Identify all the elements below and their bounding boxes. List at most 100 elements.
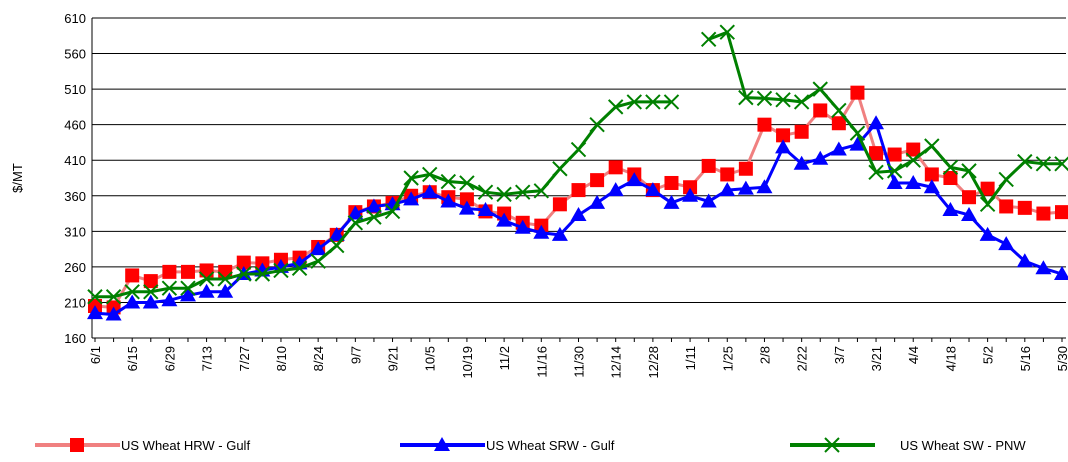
data-point xyxy=(923,179,940,194)
data-point xyxy=(775,139,792,154)
data-point xyxy=(217,283,234,298)
x-tick-label: 5/2 xyxy=(981,346,996,364)
data-point xyxy=(1054,266,1068,280)
y-axis-title: $/MT xyxy=(10,163,25,193)
y-tick-label: 410 xyxy=(64,153,86,168)
data-point xyxy=(87,289,103,305)
data-point xyxy=(979,196,996,213)
x-tick-label: 8/10 xyxy=(274,346,289,371)
data-point xyxy=(626,94,642,110)
data-point xyxy=(979,226,996,241)
data-point xyxy=(831,116,846,131)
y-tick-label: 260 xyxy=(64,260,86,275)
legend-label: US Wheat HRW - Gulf xyxy=(121,438,250,453)
x-tick-label: 10/19 xyxy=(460,346,475,379)
data-point xyxy=(143,274,158,289)
data-point xyxy=(125,268,140,283)
data-point xyxy=(644,182,661,197)
x-tick-label: 11/2 xyxy=(497,346,512,370)
data-point xyxy=(645,94,661,110)
data-point xyxy=(440,173,457,190)
x-tick-label: 10/5 xyxy=(423,346,438,371)
data-point xyxy=(515,184,531,200)
data-point xyxy=(701,158,716,173)
data-point xyxy=(793,94,810,110)
data-point xyxy=(942,202,959,216)
data-point xyxy=(793,155,810,170)
data-point xyxy=(124,284,140,300)
data-point xyxy=(961,206,978,221)
data-point xyxy=(886,163,903,179)
data-point xyxy=(886,174,903,189)
data-point xyxy=(180,280,196,296)
data-point xyxy=(552,161,568,177)
data-point xyxy=(366,209,382,225)
x-tick-label: 4/4 xyxy=(906,346,921,364)
x-tick-label: 7/13 xyxy=(200,346,215,371)
data-point xyxy=(403,191,420,206)
data-point xyxy=(589,116,605,133)
x-tick-label: 6/29 xyxy=(162,346,177,371)
data-point xyxy=(924,167,939,182)
x-tick-label: 1/11 xyxy=(683,346,698,370)
data-point xyxy=(943,171,958,185)
data-point xyxy=(776,128,791,143)
y-tick-label: 460 xyxy=(64,118,86,133)
data-point xyxy=(459,192,474,207)
data-point xyxy=(143,284,159,300)
data-point xyxy=(552,197,567,212)
x-tick-label: 3/21 xyxy=(869,346,884,371)
data-point xyxy=(124,294,141,309)
data-point xyxy=(719,182,736,197)
data-point xyxy=(1016,253,1033,268)
x-tick-label: 6/15 xyxy=(125,346,140,371)
data-point xyxy=(533,183,550,199)
data-point xyxy=(236,255,251,270)
data-point xyxy=(720,167,735,182)
data-point xyxy=(700,193,717,208)
y-tick-label: 210 xyxy=(64,295,86,310)
legend-marker xyxy=(824,437,840,453)
data-point xyxy=(477,184,494,200)
data-point xyxy=(738,89,754,106)
data-point xyxy=(830,141,847,156)
data-point xyxy=(87,305,103,320)
data-point xyxy=(571,183,586,198)
data-point xyxy=(906,142,921,157)
data-point xyxy=(329,237,345,254)
data-point xyxy=(1055,205,1068,220)
data-point xyxy=(440,193,457,208)
y-tick-label: 560 xyxy=(64,47,86,62)
x-tick-label: 4/18 xyxy=(943,346,958,371)
x-tick-label: 1/25 xyxy=(720,346,735,371)
data-point xyxy=(1054,156,1068,172)
x-tick-label: 7/27 xyxy=(237,346,252,371)
x-tick-label: 6/1 xyxy=(88,346,103,364)
data-point xyxy=(737,180,754,195)
x-tick-label: 11/16 xyxy=(534,346,549,378)
x-tick-label: 2/22 xyxy=(795,346,810,371)
data-point xyxy=(831,102,847,119)
data-point xyxy=(756,179,773,194)
data-point xyxy=(1017,200,1032,215)
legend-marker xyxy=(434,437,450,451)
data-point xyxy=(421,184,438,199)
data-point xyxy=(347,205,364,220)
y-tick-label: 610 xyxy=(64,11,86,26)
data-point xyxy=(849,136,866,151)
data-point xyxy=(813,103,828,118)
data-point xyxy=(905,152,921,168)
data-point xyxy=(980,181,995,196)
y-tick-label: 160 xyxy=(64,331,86,346)
data-point xyxy=(998,171,1014,188)
y-tick-label: 360 xyxy=(64,189,86,204)
data-point xyxy=(869,146,884,161)
data-point xyxy=(738,161,753,176)
data-point xyxy=(273,262,289,279)
data-point xyxy=(682,187,699,202)
data-point xyxy=(812,81,828,97)
data-point xyxy=(254,266,271,282)
data-point xyxy=(663,94,680,110)
data-point xyxy=(422,166,438,183)
